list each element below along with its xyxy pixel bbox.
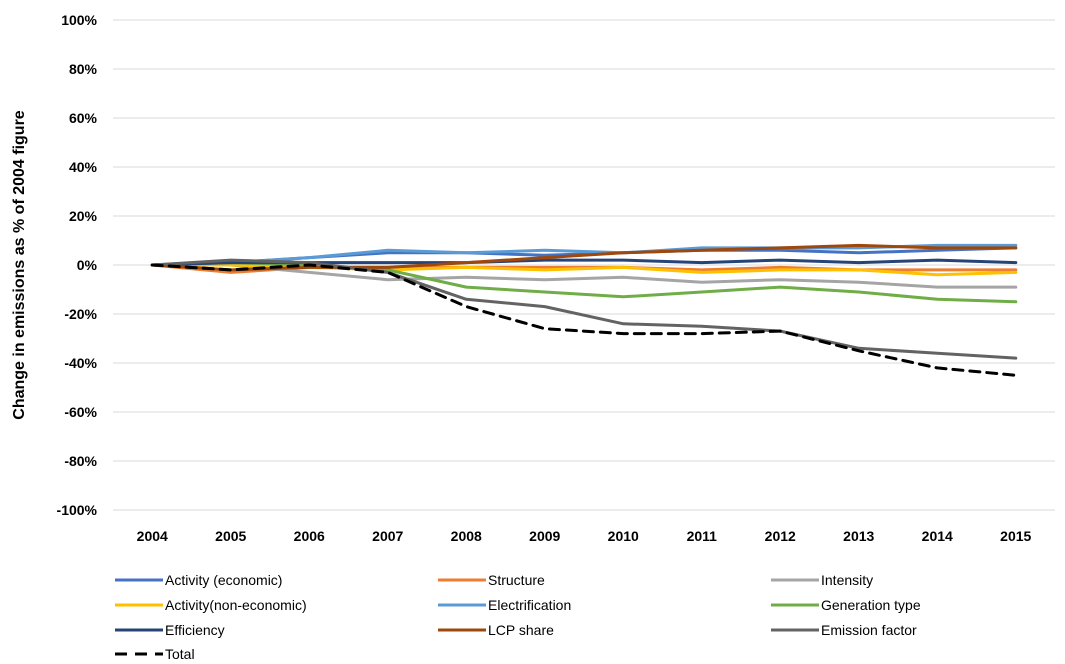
legend-item: Activity(non-economic) (115, 597, 307, 613)
y-tick-label: 100% (61, 12, 97, 28)
legend-label: Emission factor (821, 622, 917, 638)
series-line-electrification (150, 243, 1018, 267)
legend-label: Efficiency (165, 622, 225, 638)
legend-item: Electrification (438, 597, 571, 613)
x-tick-label: 2012 (765, 528, 796, 544)
legend-label: Generation type (821, 597, 921, 613)
legend-label: LCP share (488, 622, 554, 638)
legend: Activity (economic) Structure Intensity Act… (115, 572, 921, 662)
legend-item: Structure (438, 572, 545, 588)
x-tick-label: 2009 (529, 528, 560, 544)
series-line-emission-factor (150, 258, 1018, 360)
x-tick-label: 2004 (137, 528, 168, 544)
y-tick-label: -100% (57, 502, 98, 518)
legend-item: Generation type (771, 597, 921, 613)
x-tick-label: 2006 (294, 528, 325, 544)
y-tick-label: -20% (64, 306, 97, 322)
y-axis-title: Change in emissions as % of 2004 figure (11, 110, 28, 420)
legend-label: Activity (economic) (165, 572, 282, 588)
legend-label: Structure (488, 572, 545, 588)
y-axis-ticks: 100% 80% 60% 40% 20% 0% -20% -40% -60% -80% -100% (57, 12, 98, 518)
series-line-total (150, 263, 1018, 377)
legend-item: Activity (economic) (115, 572, 282, 588)
y-tick-label: 0% (77, 257, 98, 273)
x-tick-label: 2007 (372, 528, 403, 544)
x-tick-label: 2005 (215, 528, 246, 544)
legend-label: Electrification (488, 597, 571, 613)
y-tick-label: -40% (64, 355, 97, 371)
x-tick-label: 2010 (608, 528, 639, 544)
legend-label: Total (165, 646, 195, 662)
y-tick-label: 40% (69, 159, 98, 175)
y-tick-label: -80% (64, 453, 97, 469)
x-tick-label: 2008 (451, 528, 482, 544)
y-tick-label: 60% (69, 110, 98, 126)
legend-item: Efficiency (115, 622, 225, 638)
x-tick-label: 2014 (922, 528, 953, 544)
series-layer (150, 243, 1018, 377)
legend-item: Total (115, 646, 195, 662)
y-tick-label: -60% (64, 404, 97, 420)
x-tick-label: 2013 (843, 528, 874, 544)
legend-item: LCP share (438, 622, 554, 638)
series-line-intensity (150, 263, 1018, 289)
legend-label: Intensity (821, 572, 873, 588)
x-tick-label: 2011 (687, 528, 718, 544)
y-tick-label: 80% (69, 61, 98, 77)
x-tick-label: 2015 (1000, 528, 1031, 544)
legend-item: Emission factor (771, 622, 917, 638)
legend-label: Activity(non-economic) (165, 597, 307, 613)
legend-item: Intensity (771, 572, 873, 588)
x-axis-ticks: 2004 2005 2006 2007 2008 2009 2010 2011 2012 2013… (137, 528, 1032, 544)
y-tick-label: 20% (69, 208, 98, 224)
series-line-lcp-share (150, 243, 1018, 272)
